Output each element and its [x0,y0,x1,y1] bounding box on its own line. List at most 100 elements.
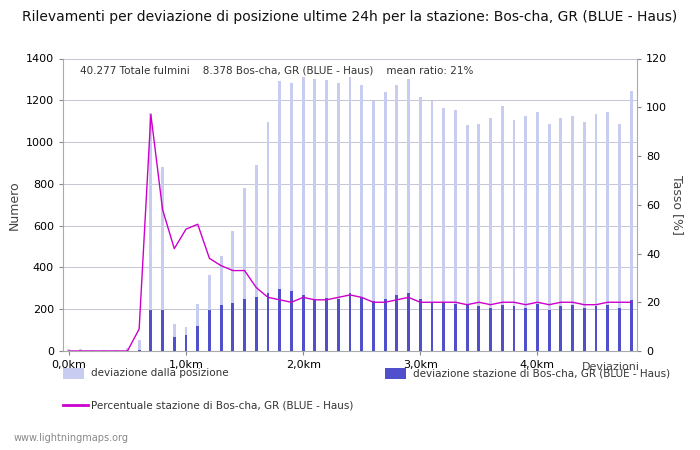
Bar [173,324,176,351]
Text: deviazione stazione di Bos-cha, GR (BLUE - Haus): deviazione stazione di Bos-cha, GR (BLUE… [413,369,670,378]
Bar [442,303,445,351]
Bar [395,85,398,351]
Bar [466,306,468,351]
Bar [290,82,293,351]
Bar [372,302,375,351]
Bar [559,118,562,351]
Bar [512,306,515,351]
Bar [395,295,398,351]
Text: deviazione dalla posizione: deviazione dalla posizione [91,369,229,378]
Bar [325,298,328,351]
Bar [149,113,153,351]
Bar [477,306,480,351]
Bar [489,307,492,351]
Bar [583,307,586,351]
Bar [279,289,281,351]
Bar [454,110,457,351]
Bar [196,304,200,351]
Bar [419,97,421,351]
Bar [430,101,433,351]
Bar [91,350,94,351]
Bar [255,165,258,351]
Bar [594,306,598,351]
Text: Deviazioni: Deviazioni [582,362,640,372]
Y-axis label: Numero: Numero [7,180,20,230]
Bar [290,291,293,351]
Bar [67,349,70,351]
Bar [571,116,574,351]
Text: 40.277 Totale fulmini    8.378 Bos-cha, GR (BLUE - Haus)    mean ratio: 21%: 40.277 Totale fulmini 8.378 Bos-cha, GR … [80,66,474,76]
Bar [524,116,527,351]
Bar [630,91,633,351]
Bar [267,122,270,351]
Bar [126,348,129,351]
Bar [314,299,316,351]
Bar [302,77,304,351]
Y-axis label: Tasso [%]: Tasso [%] [671,175,684,235]
Bar [267,293,270,351]
Bar [196,326,200,351]
Bar [606,306,609,351]
Bar [536,112,539,351]
Bar [243,188,246,351]
Bar [512,120,515,351]
Bar [419,299,421,351]
Bar [325,81,328,351]
Bar [220,256,223,351]
Bar [618,124,621,351]
Bar [477,124,480,351]
Text: www.lightningmaps.org: www.lightningmaps.org [14,433,129,443]
Bar [360,85,363,351]
Bar [208,275,211,351]
Bar [454,304,457,351]
Bar [500,306,504,351]
Bar [79,349,82,351]
Bar [114,350,117,351]
Bar [384,92,386,351]
Bar [185,335,188,351]
Bar [279,81,281,351]
Bar [185,327,188,351]
Bar [161,310,164,351]
Bar [138,350,141,351]
Bar [547,124,551,351]
Bar [500,105,504,351]
Bar [466,126,468,351]
Bar [384,299,386,351]
Bar [232,231,235,351]
Bar [337,82,340,351]
Bar [630,300,633,351]
Bar [349,293,351,351]
Bar [430,302,433,351]
Bar [208,310,211,351]
Bar [314,79,316,351]
Bar [618,307,621,351]
Bar [594,114,598,351]
Bar [442,108,445,351]
Text: Rilevamenti per deviazione di posizione ultime 24h per la stazione: Bos-cha, GR : Rilevamenti per deviazione di posizione … [22,10,678,24]
Bar [407,79,410,351]
Bar [243,299,246,351]
Bar [524,307,527,351]
Bar [559,306,562,351]
Text: Percentuale stazione di Bos-cha, GR (BLUE - Haus): Percentuale stazione di Bos-cha, GR (BLU… [91,400,354,410]
Bar [372,101,375,351]
Bar [255,297,258,351]
Bar [337,299,340,351]
Bar [547,310,551,351]
Bar [360,297,363,351]
Bar [173,337,176,351]
Bar [220,306,223,351]
Bar [349,77,351,351]
Bar [149,310,153,351]
Bar [536,304,539,351]
Bar [407,293,410,351]
Bar [161,167,164,351]
Bar [583,122,586,351]
Bar [138,339,141,351]
Bar [302,295,304,351]
Bar [232,303,235,351]
Bar [571,306,574,351]
Bar [489,118,492,351]
Bar [606,112,609,351]
